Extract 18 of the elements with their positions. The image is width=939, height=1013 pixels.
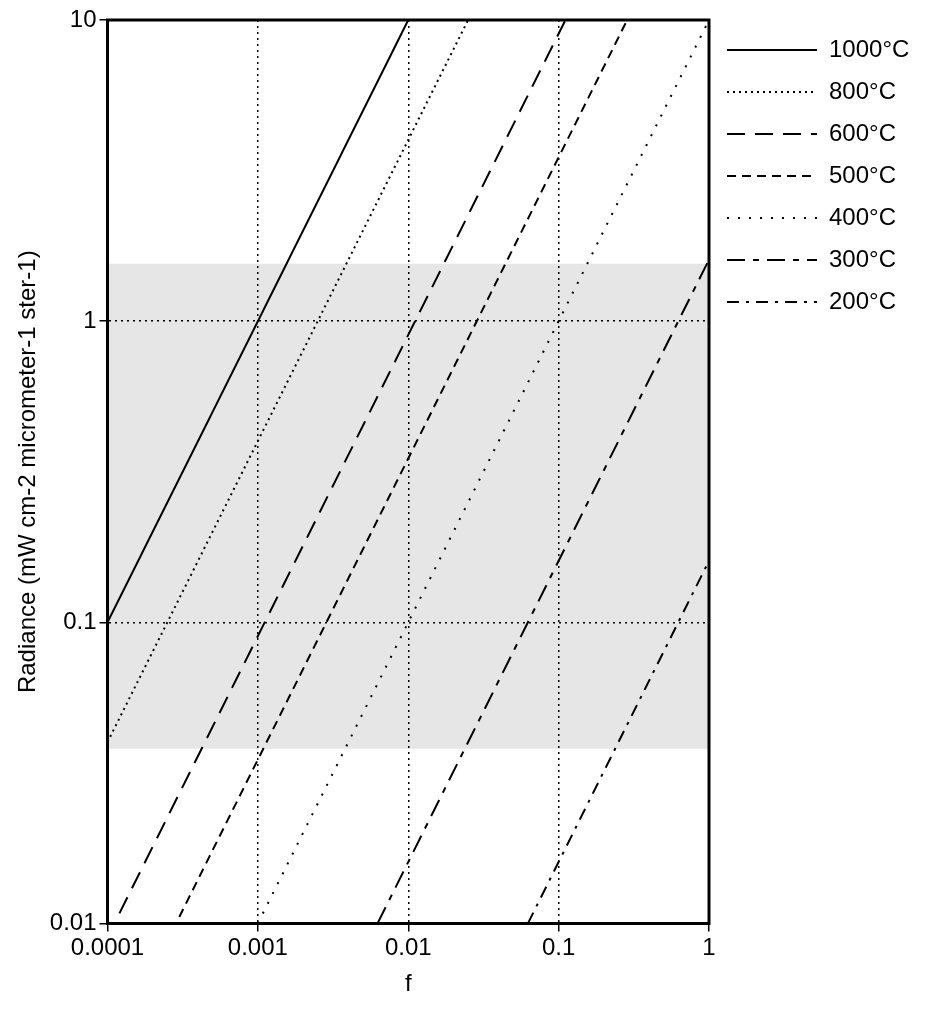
y-tick-label: 10	[69, 4, 97, 32]
x-tick-label: 0.01	[384, 933, 432, 961]
legend-label: 800°C	[829, 76, 896, 104]
x-tick-label: 0.1	[541, 933, 576, 961]
legend-label: 500°C	[829, 160, 896, 188]
x-tick-label: 1	[702, 933, 716, 961]
y-axis-title: Radiance (mW cm-2 micrometer-1 ster-1)	[13, 250, 41, 694]
legend-label: 200°C	[829, 286, 896, 314]
y-tick-label: 0.01	[49, 908, 97, 936]
legend-label: 1000°C	[829, 34, 910, 62]
legend-label: 600°C	[829, 118, 896, 146]
y-tick-label: 0.1	[63, 606, 97, 634]
x-axis-title: f	[404, 969, 412, 997]
x-tick-label: 0.001	[227, 933, 288, 961]
legend-label: 400°C	[829, 202, 896, 230]
x-tick-label: 0.0001	[70, 933, 145, 961]
y-tick-label: 1	[83, 305, 97, 333]
legend-label: 300°C	[829, 244, 896, 272]
